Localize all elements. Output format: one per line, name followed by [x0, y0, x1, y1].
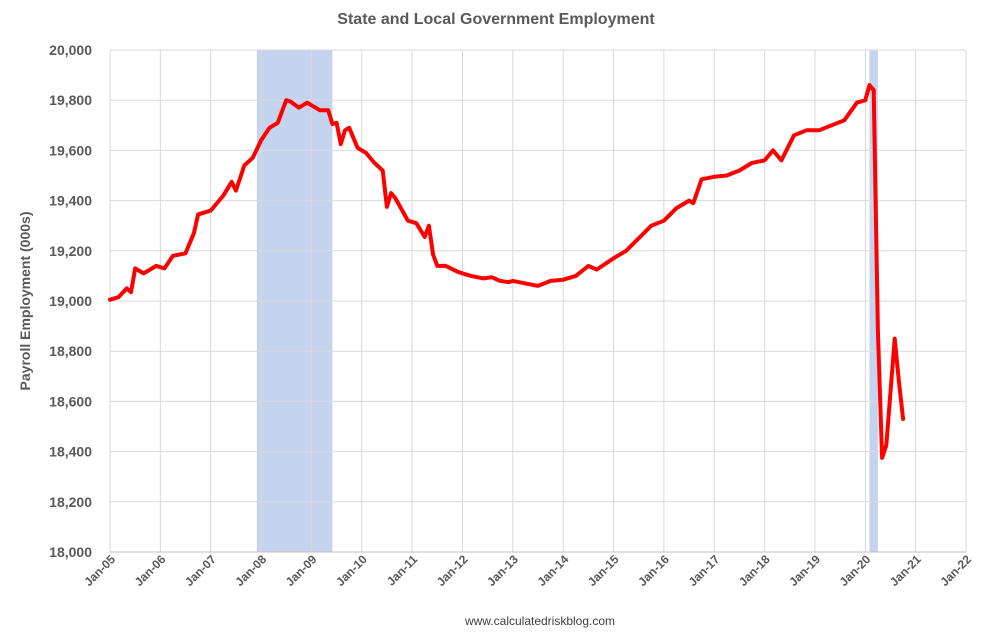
- y-tick-label: 18,200: [49, 494, 92, 510]
- x-tick-label: Jan-15: [585, 552, 622, 589]
- x-tick-label: Jan-19: [786, 552, 823, 589]
- y-tick-label: 20,000: [49, 42, 92, 58]
- x-tick-label: Jan-22: [937, 552, 974, 589]
- x-tick-label: Jan-17: [686, 552, 723, 589]
- y-tick-label: 19,400: [49, 193, 92, 209]
- x-tick-label: Jan-06: [132, 552, 169, 589]
- x-tick-label: Jan-13: [484, 552, 521, 589]
- x-tick-label: Jan-18: [736, 552, 773, 589]
- x-axis-ticks: Jan-05 Jan-06 Jan-07 Jan-08 Jan-09 Jan-10 Jan-…: [81, 552, 974, 589]
- y-tick-label: 19,600: [49, 142, 92, 158]
- x-tick-label: Jan-21: [887, 552, 924, 589]
- x-tick-label: Jan-16: [635, 552, 672, 589]
- y-tick-label: 18,400: [49, 444, 92, 460]
- y-tick-label: 18,000: [49, 544, 92, 560]
- x-tick-label: Jan-14: [535, 552, 572, 589]
- x-tick-label: Jan-11: [384, 552, 421, 589]
- chart-title: State and Local Government Employment: [337, 11, 655, 28]
- y-tick-label: 19,200: [49, 243, 92, 259]
- y-axis-ticks: 18,000 18,200 18,400 18,600 18,800 19,000 19,2…: [49, 42, 92, 560]
- y-tick-label: 18,800: [49, 343, 92, 359]
- x-tick-label: Jan-12: [434, 552, 471, 589]
- y-tick-label: 19,800: [49, 92, 92, 108]
- y-axis-label: Payroll Employment (000s): [17, 212, 33, 391]
- x-tick-label: Jan-07: [182, 552, 219, 589]
- x-tick-label: Jan-20: [837, 552, 874, 589]
- source-label: www.calculatedriskblog.com: [464, 614, 615, 628]
- y-tick-label: 19,000: [49, 293, 92, 309]
- x-tick-label: Jan-10: [333, 552, 370, 589]
- y-tick-label: 18,600: [49, 393, 92, 409]
- series-line: [108, 83, 906, 460]
- gridlines: [109, 49, 967, 553]
- x-tick-label: Jan-08: [232, 552, 269, 589]
- x-tick-label: Jan-09: [283, 552, 320, 589]
- series-layer: [108, 83, 906, 460]
